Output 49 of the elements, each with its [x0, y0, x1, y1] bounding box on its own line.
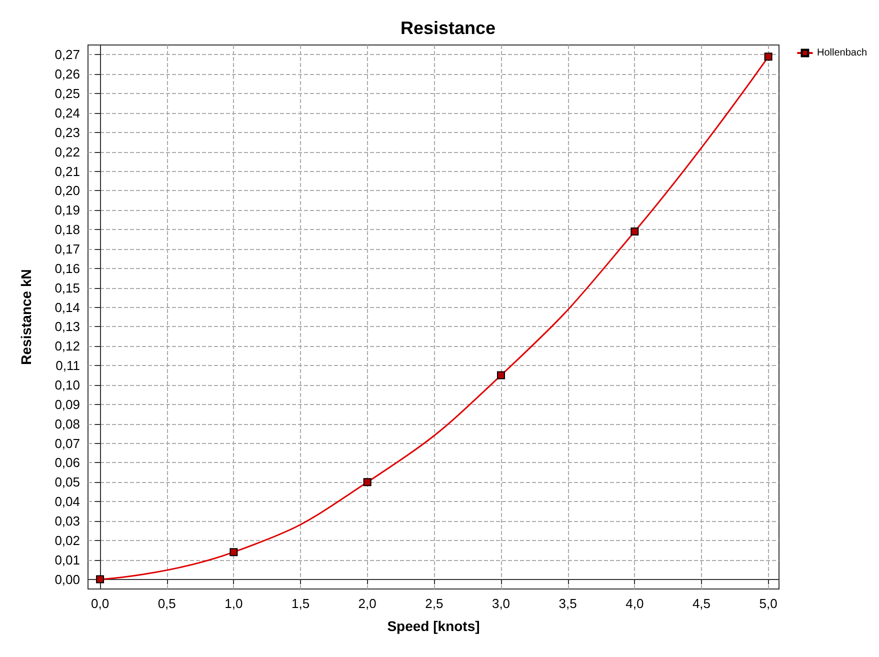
y-tick-label: 0,10 [54, 378, 80, 392]
y-tick-label: 0,15 [54, 280, 80, 296]
y-tick-label: 0,26 [54, 66, 80, 82]
point [630, 228, 639, 236]
y-tick-label: 0,02 [54, 532, 80, 548]
x-tick-label: 5,0 [759, 596, 778, 611]
point [96, 575, 104, 584]
y-tick-label: 0,19 [54, 202, 80, 218]
x-tick-label: 2,5 [425, 596, 444, 611]
x-tick-label: 4,5 [692, 596, 711, 611]
y-tick-label: 0,11 [56, 358, 80, 374]
x-tick-label: 2,0 [358, 596, 376, 611]
x-axis-title: Speed [knots] [387, 618, 480, 634]
legend-label: Hollenbach [816, 48, 868, 58]
y-tick-label: 0,08 [54, 416, 80, 432]
y-tick-label: 0,04 [54, 494, 80, 510]
y-tick-label: 0,09 [54, 396, 80, 412]
x-tick-label: 0,0 [90, 596, 110, 611]
x-tick-label: 4,0 [626, 596, 644, 611]
y-tick-label: 0,23 [54, 124, 80, 140]
y-tick-label: 0,18 [54, 222, 80, 238]
y-tick-label: 0,13 [54, 319, 80, 334]
point [764, 52, 772, 61]
x-tick-label: 1,0 [224, 596, 243, 611]
y-tick-label: 0,07 [54, 436, 80, 451]
y-tick-label: 0,14 [54, 300, 80, 315]
x-tick-label: 0,5 [158, 596, 176, 611]
x-tick-label: 3,0 [492, 596, 510, 611]
chart-title: Resistance [400, 18, 496, 38]
y-tick-label: 0,20 [54, 183, 80, 198]
y-tick-label: 0,27 [54, 47, 80, 62]
y-tick-label: 0,17 [54, 242, 80, 256]
point [496, 371, 505, 380]
point [230, 548, 238, 556]
point [363, 478, 372, 486]
y-tick-label: 0,03 [54, 514, 80, 528]
y-tick-label: 0,06 [54, 455, 80, 470]
y-tick-label: 0,05 [54, 474, 80, 490]
y-tick-label: 0,16 [54, 260, 80, 276]
y-tick-label: 0,25 [54, 86, 80, 102]
y-axis-title: Resistance kN [18, 269, 34, 365]
y-tick-label: 0,21 [54, 164, 80, 179]
x-tick-label: 3,5 [558, 596, 577, 611]
y-tick-label: 0,01 [54, 552, 80, 568]
y-tick-label: 0,22 [54, 144, 80, 160]
y-tick-label: 0,00 [54, 572, 80, 587]
x-tick-label: 1,5 [291, 596, 310, 611]
y-tick-label: 0,24 [54, 106, 80, 120]
y-tick-label: 0,12 [54, 338, 80, 354]
